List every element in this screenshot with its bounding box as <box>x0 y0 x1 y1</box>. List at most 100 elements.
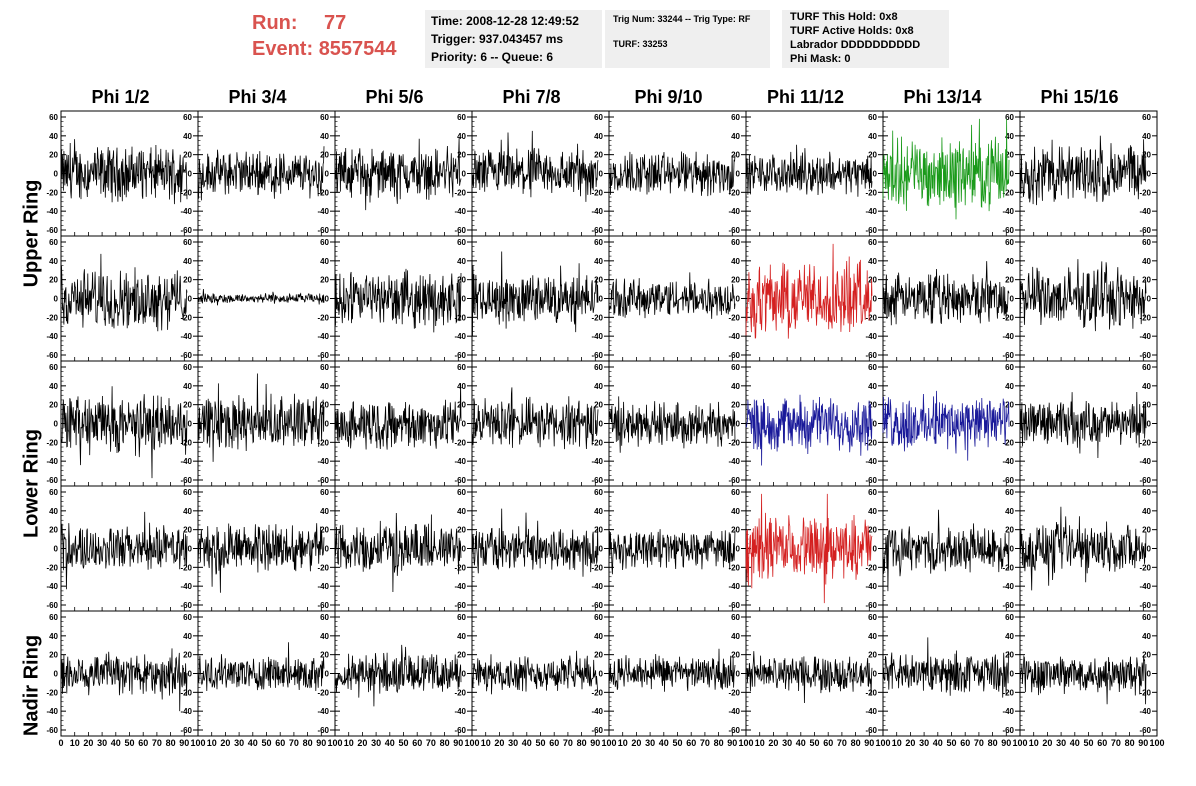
y-tick-label-right-r0-c7-2: 20 <box>1142 151 1151 160</box>
y-tick-label-right-r4-c1-4: -20 <box>317 688 329 697</box>
y-tick-label-right-r2-c3-6: -60 <box>591 476 603 485</box>
waveform-r0-c3 <box>471 130 599 202</box>
x-tick-label-c1-8: 80 <box>303 738 313 748</box>
waveform-r4-c7 <box>1019 655 1147 705</box>
y-tick-label-right-r4-c5-6: -60 <box>865 726 877 735</box>
y-tick-label-left-r3-1: 40 <box>49 507 58 516</box>
y-tick-label-left-r4-3: 0 <box>54 670 59 679</box>
y-tick-label-right-r0-c5-1: 40 <box>868 132 877 141</box>
y-tick-label-right-r2-c3-2: 20 <box>594 401 603 410</box>
y-tick-label-right-r0-c7-0: 60 <box>1142 113 1151 122</box>
y-tick-label-right-r0-c6-5: -40 <box>1002 207 1014 216</box>
x-tick-label-c6-6: 60 <box>960 738 970 748</box>
x-tick-label-c4-5: 50 <box>672 738 682 748</box>
y-tick-label-right-r1-c5-1: 40 <box>868 257 877 266</box>
y-tick-label-right-r0-c1-6: -60 <box>317 226 329 235</box>
y-tick-label-right-r4-c7-1: 40 <box>1142 632 1151 641</box>
x-tick-label-c4-2: 20 <box>631 738 641 748</box>
y-tick-label-right-r2-c5-0: 60 <box>868 363 877 372</box>
y-tick-label-right-r0-c0-6: -60 <box>180 226 192 235</box>
y-tick-label-right-r4-c2-0: 60 <box>457 613 466 622</box>
y-tick-label-left-r3-2: 20 <box>49 526 58 535</box>
y-tick-label-right-r2-c0-6: -60 <box>180 476 192 485</box>
y-tick-label-right-r0-c6-3: 0 <box>1010 170 1015 179</box>
waveform-r1-c3 <box>471 251 599 337</box>
y-tick-label-right-r3-c4-0: 60 <box>731 488 740 497</box>
y-tick-label-right-r0-c0-0: 60 <box>183 113 192 122</box>
y-tick-label-right-r3-c7-5: -40 <box>1139 582 1151 591</box>
y-tick-label-right-r3-c2-6: -60 <box>454 601 466 610</box>
y-tick-label-right-r1-c1-1: 40 <box>320 257 329 266</box>
y-tick-label-right-r2-c1-1: 40 <box>320 382 329 391</box>
y-tick-label-right-r1-c4-2: 20 <box>731 276 740 285</box>
y-tick-label-left-r2-5: -40 <box>46 457 58 466</box>
y-tick-label-right-r1-c0-5: -40 <box>180 332 192 341</box>
y-tick-label-right-r2-c1-6: -60 <box>317 476 329 485</box>
y-tick-label-left-r0-1: 40 <box>49 132 58 141</box>
y-tick-label-right-r0-c6-2: 20 <box>1005 151 1014 160</box>
y-tick-label-right-r4-c6-5: -40 <box>1002 707 1014 716</box>
y-tick-label-right-r3-c5-4: -20 <box>865 563 877 572</box>
y-tick-label-right-r1-c1-4: -20 <box>317 313 329 322</box>
column-header-phi-3-4: Phi 3/4 <box>228 87 287 107</box>
y-tick-label-right-r2-c6-5: -40 <box>1002 457 1014 466</box>
y-tick-label-right-r4-c6-6: -60 <box>1002 726 1014 735</box>
y-tick-label-right-r3-c6-0: 60 <box>1005 488 1014 497</box>
y-tick-label-right-r0-c7-1: 40 <box>1142 132 1151 141</box>
y-tick-label-left-r1-2: 20 <box>49 276 58 285</box>
y-tick-label-left-r0-3: 0 <box>54 170 59 179</box>
y-tick-label-right-r2-c3-1: 40 <box>594 382 603 391</box>
x-tick-label-c7-2: 20 <box>1042 738 1052 748</box>
x-tick-label-c2-5: 50 <box>398 738 408 748</box>
y-tick-label-right-r4-c2-6: -60 <box>454 726 466 735</box>
x-tick-label-c0-3: 30 <box>97 738 107 748</box>
y-tick-label-right-r4-c2-2: 20 <box>457 651 466 660</box>
y-tick-label-right-r0-c4-2: 20 <box>731 151 740 160</box>
y-tick-label-right-r4-c6-4: -20 <box>1002 688 1014 697</box>
y-tick-label-right-r0-c6-4: -20 <box>1002 188 1014 197</box>
y-tick-label-right-r2-c6-2: 20 <box>1005 401 1014 410</box>
trig-num-text: Trig Num: 33244 -- Trig Type: RF <box>613 14 751 24</box>
y-tick-label-right-r3-c2-1: 40 <box>457 507 466 516</box>
x-tick-label-c0-9: 90 <box>179 738 189 748</box>
trigger-text: Trigger: 937.043457 ms <box>431 32 564 46</box>
y-tick-label-left-r1-3: 0 <box>54 295 59 304</box>
y-tick-label-right-r0-c7-3: 0 <box>1147 170 1152 179</box>
y-tick-label-right-r4-c7-5: -40 <box>1139 707 1151 716</box>
x-tick-label-c2-9: 90 <box>453 738 463 748</box>
y-tick-label-right-r0-c5-4: -20 <box>865 188 877 197</box>
y-tick-label-right-r2-c0-5: -40 <box>180 457 192 466</box>
column-header-phi-13-14: Phi 13/14 <box>903 87 982 107</box>
y-tick-label-right-r0-c3-2: 20 <box>594 151 603 160</box>
x-tick-label-c6-2: 20 <box>905 738 915 748</box>
y-tick-label-right-r1-c6-1: 40 <box>1005 257 1014 266</box>
y-tick-label-right-r0-c7-6: -60 <box>1139 226 1151 235</box>
priority-text: Priority: 6 -- Queue: 6 <box>431 50 554 64</box>
y-tick-label-right-r2-c6-3: 0 <box>1010 420 1015 429</box>
y-tick-label-right-r2-c3-5: -40 <box>591 457 603 466</box>
y-tick-label-right-r2-c0-0: 60 <box>183 363 192 372</box>
y-tick-label-left-r4-0: 60 <box>49 613 58 622</box>
waveform-r3-c3 <box>471 508 599 577</box>
x-tick-label-c3-6: 60 <box>549 738 559 748</box>
x-tick-label-c7-3: 30 <box>1056 738 1066 748</box>
x-tick-label-c1-2: 20 <box>220 738 230 748</box>
y-tick-label-right-r1-c7-4: -20 <box>1139 313 1151 322</box>
x-tick-label-c7-10: 100 <box>1149 738 1164 748</box>
y-tick-label-right-r4-c3-3: 0 <box>599 670 604 679</box>
y-tick-label-right-r0-c2-4: -20 <box>454 188 466 197</box>
y-tick-label-right-r1-c4-6: -60 <box>728 351 740 360</box>
y-tick-label-right-r0-c4-6: -60 <box>728 226 740 235</box>
column-header-phi-1-2: Phi 1/2 <box>91 87 150 107</box>
x-tick-label-c7-5: 50 <box>1083 738 1093 748</box>
y-tick-label-right-r2-c3-0: 60 <box>594 363 603 372</box>
x-tick-label-c5-1: 10 <box>755 738 765 748</box>
y-tick-label-right-r4-c5-0: 60 <box>868 613 877 622</box>
y-tick-label-right-r1-c6-4: -20 <box>1002 313 1014 322</box>
x-tick-label-c3-1: 10 <box>481 738 491 748</box>
y-tick-label-right-r1-c4-1: 40 <box>731 257 740 266</box>
x-tick-label-c1-6: 60 <box>275 738 285 748</box>
y-tick-label-left-r0-5: -40 <box>46 207 58 216</box>
y-tick-label-right-r4-c5-1: 40 <box>868 632 877 641</box>
x-tick-label-c1-3: 30 <box>234 738 244 748</box>
